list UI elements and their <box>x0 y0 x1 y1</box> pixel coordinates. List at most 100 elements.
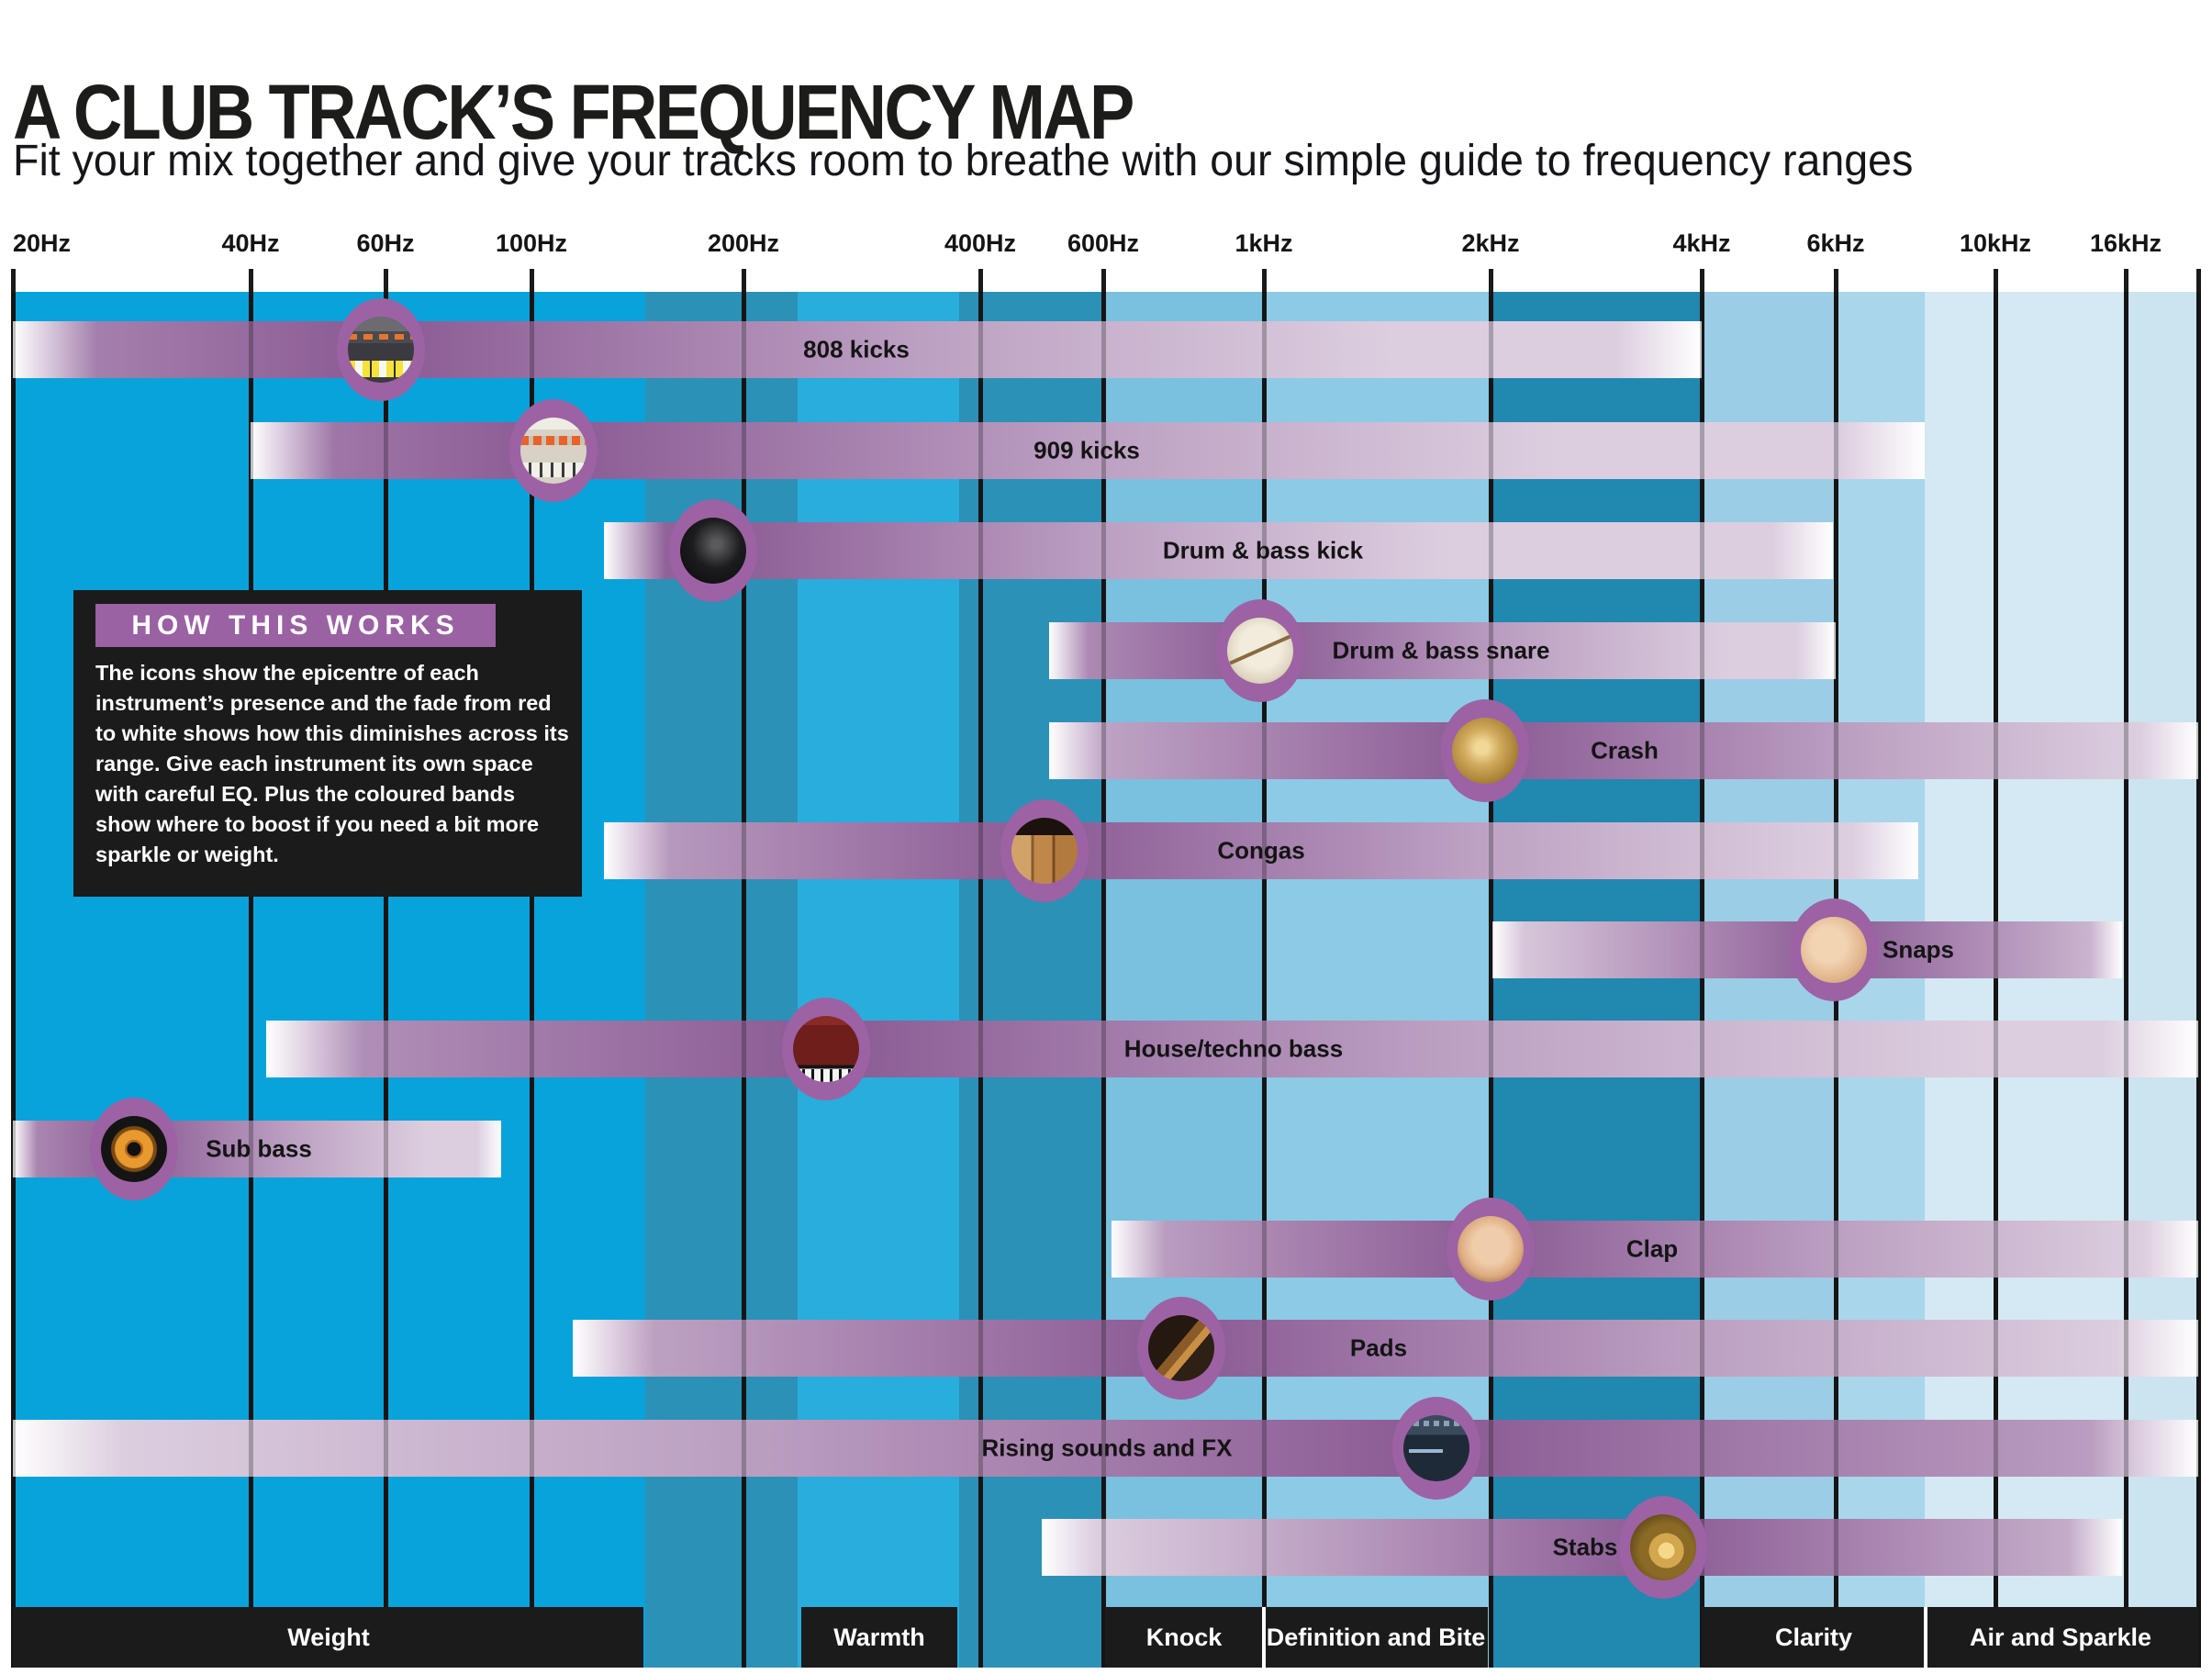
boost-region-box <box>1105 1607 1488 1668</box>
fx-unit-icon-image <box>1403 1415 1469 1481</box>
boost-region-divider <box>1262 1607 1266 1668</box>
brass-stab-icon-image <box>1630 1514 1696 1580</box>
tick-label-10khz: 10kHz <box>1959 229 2032 257</box>
tick-label-400hz: 400Hz <box>944 229 1017 257</box>
tick-label-4khz: 4kHz <box>1672 229 1731 257</box>
tr808-drum-machine-icon <box>337 298 425 401</box>
snaps-label: Snaps <box>1882 935 1955 964</box>
strings-icon-image <box>1148 1315 1214 1381</box>
tr909-drum-machine-icon-image <box>520 418 587 484</box>
crash-cymbal-icon-image <box>1452 718 1518 784</box>
stabs-bar <box>1042 1519 2122 1576</box>
frequency-gridline-overlay <box>384 292 388 1668</box>
pads-bar <box>573 1320 2198 1377</box>
tr909-drum-machine-icon <box>509 399 598 502</box>
rising-sounds-fx-bar <box>13 1420 2198 1477</box>
crash-cymbal-icon <box>1441 699 1529 802</box>
frequency-gridline-overlay <box>249 292 253 1668</box>
frequency-gridline <box>978 269 983 1668</box>
frequency-gridline-overlay <box>1262 292 1267 1668</box>
crash-bar <box>1049 722 2198 779</box>
frequency-gridline-overlay <box>1994 292 1998 1668</box>
page-subtitle: Fit your mix together and give your trac… <box>13 137 1914 185</box>
tick-label-1khz: 1kHz <box>1234 229 1293 257</box>
909-kicks-label: 909 kicks <box>1033 436 1140 464</box>
boost-label-knock: Knock <box>1145 1624 1223 1651</box>
tick-label-2khz: 2kHz <box>1461 229 1520 257</box>
frequency-gridline <box>1262 269 1267 1668</box>
snare-drum-icon <box>1216 599 1304 702</box>
stabs-label: Stabs <box>1552 1533 1618 1561</box>
kick-drum-icon <box>669 499 757 602</box>
how-this-works-body: The icons show the epicentre of each ins… <box>95 661 569 866</box>
bass-synth-icon <box>782 998 870 1100</box>
tick-label-60hz: 60Hz <box>356 229 415 257</box>
frequency-gridline <box>530 269 534 1668</box>
bass-synth-icon-image <box>793 1016 859 1082</box>
fx-unit-icon <box>1392 1397 1480 1500</box>
how-this-works-heading: HOW THIS WORKS <box>95 604 496 647</box>
frequency-gridline <box>384 269 388 1668</box>
clap-bar <box>1112 1221 2198 1278</box>
drum-and-bass-snare-bar <box>1049 622 1836 679</box>
finger-snap-icon <box>1790 898 1878 1001</box>
frequency-gridline <box>2124 269 2128 1668</box>
rising-sounds-fx-label: Rising sounds and FX <box>981 1434 1233 1462</box>
frequency-gridline-overlay <box>1101 292 1106 1668</box>
frequency-gridline-overlay <box>978 292 983 1668</box>
frequency-gridline-overlay <box>11 292 16 1668</box>
pads-label: Pads <box>1349 1334 1408 1362</box>
boost-region-box <box>1702 1607 2198 1668</box>
frequency-gridline <box>249 269 253 1668</box>
tick-label-16khz: 16kHz <box>2089 229 2162 257</box>
808-kicks-bar <box>13 321 1702 378</box>
tick-label-40hz: 40Hz <box>221 229 280 257</box>
frequency-gridline-overlay <box>742 292 746 1668</box>
808-kicks-label: 808 kicks <box>803 335 910 363</box>
tick-label-600hz: 600Hz <box>1067 229 1140 257</box>
frequency-gridline <box>742 269 746 1668</box>
brass-stab-icon <box>1619 1496 1707 1599</box>
frequency-gridline-overlay <box>1700 292 1704 1668</box>
frequency-gridline <box>11 269 16 1668</box>
boost-label-air-and-sparkle: Air and Sparkle <box>1969 1624 2152 1651</box>
tick-label-20hz: 20Hz <box>13 229 72 257</box>
congas-bar <box>604 822 1918 879</box>
boost-label-clarity: Clarity <box>1774 1624 1853 1651</box>
congas-icon-image <box>1011 818 1078 884</box>
snare-drum-icon-image <box>1227 618 1293 684</box>
tick-label-6khz: 6kHz <box>1806 229 1865 257</box>
house-techno-bass-bar <box>266 1021 2198 1077</box>
sub-bass-label: Sub bass <box>206 1134 312 1163</box>
frequency-gridline <box>1489 269 1493 1668</box>
how-this-works-box: HOW THIS WORKS The icons show the epicen… <box>73 590 582 897</box>
house-techno-bass-label: House/techno bass <box>1123 1034 1344 1063</box>
frequency-gridline-overlay <box>2196 292 2201 1668</box>
frequency-gridline <box>2196 269 2201 1668</box>
drum-and-bass-kick-bar <box>604 522 1833 579</box>
clap-label: Clap <box>1625 1234 1679 1263</box>
boost-region-divider <box>1924 1607 1927 1668</box>
crash-label: Crash <box>1591 736 1659 764</box>
boost-label-weight: Weight <box>287 1624 370 1651</box>
strings-icon <box>1137 1297 1225 1400</box>
page-title: A CLUB TRACK’S FREQUENCY MAP <box>13 69 1134 156</box>
congas-label: Congas <box>1217 836 1305 865</box>
speaker-icon <box>90 1098 178 1200</box>
frequency-gridline-overlay <box>1489 292 1493 1668</box>
boost-label-definition-and-bite: Definition and Bite <box>1266 1624 1486 1651</box>
finger-snap-icon-image <box>1801 917 1867 983</box>
frequency-gridline <box>1101 269 1106 1668</box>
boost-label-warmth: Warmth <box>833 1624 925 1651</box>
tick-label-200hz: 200Hz <box>707 229 780 257</box>
congas-icon <box>1000 799 1089 902</box>
drum-and-bass-snare-label: Drum & bass snare <box>1332 636 1550 664</box>
frequency-gridline-overlay <box>2124 292 2128 1668</box>
kick-drum-icon-image <box>680 518 746 584</box>
frequency-gridline-overlay <box>530 292 534 1668</box>
tr808-drum-machine-icon-image <box>348 317 414 383</box>
boost-region-box <box>13 1607 643 1668</box>
tick-label-100hz: 100Hz <box>495 229 568 257</box>
hand-clap-icon-image <box>1458 1216 1524 1282</box>
drum-and-bass-kick-label: Drum & bass kick <box>1162 536 1364 564</box>
